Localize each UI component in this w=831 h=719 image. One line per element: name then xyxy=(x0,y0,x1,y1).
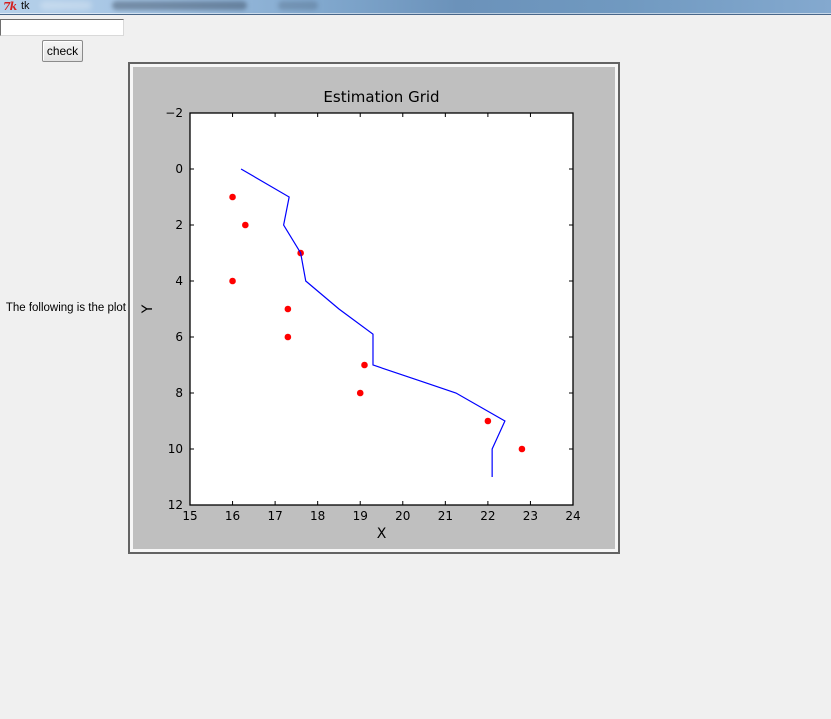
svg-text:17: 17 xyxy=(267,509,282,523)
svg-text:−2: −2 xyxy=(165,106,183,120)
titlebar-artifact xyxy=(278,1,318,10)
matplotlib-canvas[interactable]: 15 16 17 18 19 20 21 22 23 24 −2 0 2 4 6 8 10 12 Estimatio… xyxy=(128,62,620,554)
svg-text:18: 18 xyxy=(310,509,325,523)
svg-text:6: 6 xyxy=(175,330,183,344)
titlebar-artifact xyxy=(112,1,247,10)
svg-text:21: 21 xyxy=(438,509,453,523)
plot-caption-label: The following is the plot xyxy=(5,302,126,314)
svg-text:15: 15 xyxy=(182,509,197,523)
tk-logo-icon: 7k xyxy=(3,0,17,13)
svg-text:24: 24 xyxy=(565,509,580,523)
svg-text:2: 2 xyxy=(175,218,183,232)
svg-text:23: 23 xyxy=(523,509,538,523)
svg-text:8: 8 xyxy=(175,386,183,400)
svg-text:Estimation Grid: Estimation Grid xyxy=(323,88,439,106)
svg-text:16: 16 xyxy=(225,509,240,523)
svg-text:10: 10 xyxy=(168,442,183,456)
plot-svg: 15 16 17 18 19 20 21 22 23 24−2024681012Estimatio… xyxy=(140,88,581,542)
svg-text:19: 19 xyxy=(353,509,368,523)
svg-text:Y: Y xyxy=(140,304,156,314)
svg-text:12: 12 xyxy=(168,498,183,512)
window-title: tk xyxy=(21,0,30,12)
svg-text:X: X xyxy=(377,526,387,542)
titlebar-artifact xyxy=(40,1,92,10)
svg-text:0: 0 xyxy=(175,162,183,176)
figure-background: 15 16 17 18 19 20 21 22 23 24 −2 0 2 4 6 8 10 12 Estimatio… xyxy=(133,67,615,549)
titlebar[interactable]: 7k tk xyxy=(0,0,831,15)
svg-text:22: 22 xyxy=(480,509,495,523)
text-entry-input[interactable] xyxy=(0,19,124,36)
check-button[interactable]: check xyxy=(42,40,83,62)
svg-text:20: 20 xyxy=(395,509,410,523)
svg-text:4: 4 xyxy=(175,274,183,288)
